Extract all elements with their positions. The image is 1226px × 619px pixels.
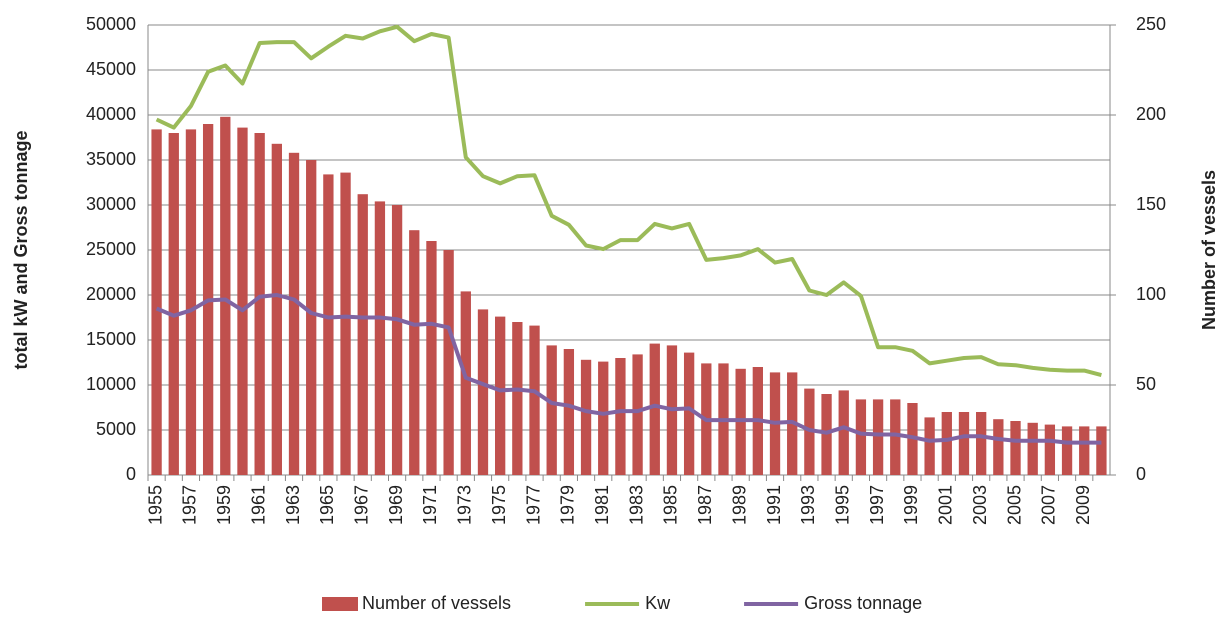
bar — [237, 127, 248, 475]
x-tick-label: 2005 — [1004, 485, 1024, 525]
bar — [924, 417, 935, 475]
x-tick-label: 1955 — [145, 485, 165, 525]
y-tick-label: 35000 — [86, 149, 136, 169]
bar — [168, 133, 179, 475]
x-tick-label: 1963 — [283, 485, 303, 525]
bar — [391, 205, 403, 475]
line — [155, 293, 1102, 445]
y-axis-title: total kW and Gross tonnage — [11, 130, 31, 369]
y-tick-label: 10000 — [86, 374, 136, 394]
y2-tick-label: 200 — [1136, 104, 1166, 124]
x-tick-label: 1989 — [729, 485, 749, 525]
bar — [958, 412, 970, 475]
y-tick-label: 50000 — [86, 14, 136, 34]
x-tick-label: 1977 — [523, 485, 543, 525]
bar — [1010, 421, 1021, 475]
x-tick-label: 1965 — [317, 485, 337, 525]
bar — [546, 345, 557, 475]
x-tick-label: 1993 — [798, 485, 818, 525]
bar — [1061, 426, 1073, 475]
bar — [220, 116, 231, 476]
bar — [838, 390, 849, 475]
bar — [357, 194, 368, 475]
bar — [563, 349, 575, 475]
y-tick-label: 45000 — [86, 59, 136, 79]
y-tick-label: 20000 — [86, 284, 136, 304]
x-tick-label: 1985 — [661, 485, 681, 525]
bar — [976, 412, 987, 475]
bar — [477, 309, 489, 475]
bar — [529, 325, 540, 475]
bar — [254, 133, 265, 475]
x-tick-label: 2009 — [1073, 485, 1093, 525]
x-tick-label: 2007 — [1039, 485, 1059, 525]
legend-label: Gross tonnage — [804, 593, 922, 613]
x-tick-label: 1979 — [558, 485, 578, 525]
x-tick-label: 1959 — [214, 485, 234, 525]
legend-label: Number of vessels — [362, 593, 511, 613]
y-tick-label: 15000 — [86, 329, 136, 349]
y2-tick-label: 0 — [1136, 464, 1146, 484]
x-tick-label: 1967 — [351, 485, 371, 525]
x-tick-label: 2001 — [936, 485, 956, 525]
x-tick-label: 1957 — [180, 485, 200, 525]
y2-tick-label: 150 — [1136, 194, 1166, 214]
bar — [374, 201, 386, 475]
x-tick-label: 1983 — [626, 485, 646, 525]
x-tick-label: 1973 — [455, 485, 475, 525]
y2-axis-title: Number of vessels — [1199, 170, 1219, 330]
line — [155, 24, 1102, 378]
y-tick-label: 30000 — [86, 194, 136, 214]
bar — [306, 160, 317, 475]
bar — [185, 129, 197, 475]
bar — [1027, 422, 1038, 475]
bar — [1079, 426, 1090, 475]
bar — [271, 143, 282, 476]
y-tick-label: 40000 — [86, 104, 136, 124]
bar — [288, 152, 300, 476]
bar — [495, 316, 506, 475]
bar — [941, 412, 952, 475]
bar — [993, 419, 1004, 475]
y2-tick-label: 250 — [1136, 14, 1166, 34]
bar — [615, 358, 626, 475]
bar — [512, 322, 523, 475]
x-tick-label: 1961 — [248, 485, 268, 525]
y-tick-label: 5000 — [96, 419, 136, 439]
x-tick-label: 2003 — [970, 485, 990, 525]
bar — [632, 354, 643, 475]
legend-swatch — [322, 597, 358, 611]
bar — [598, 361, 609, 475]
bar — [683, 352, 695, 475]
x-tick-label: 1991 — [764, 485, 784, 525]
x-tick-label: 1997 — [867, 485, 887, 525]
bar — [340, 172, 351, 475]
x-tick-label: 1987 — [695, 485, 715, 525]
bar — [580, 359, 592, 475]
y-tick-label: 0 — [126, 464, 136, 484]
x-tick-label: 1975 — [489, 485, 509, 525]
bar — [872, 399, 884, 475]
bar — [426, 241, 437, 475]
bar — [855, 399, 867, 475]
bar — [151, 129, 162, 475]
y-tick-label: 25000 — [86, 239, 136, 259]
legend-label: Kw — [645, 593, 671, 613]
x-tick-label: 1981 — [592, 485, 612, 525]
x-tick-label: 1969 — [386, 485, 406, 525]
bar — [443, 250, 454, 475]
bar — [323, 174, 334, 475]
bar — [460, 291, 471, 475]
bar — [1044, 424, 1056, 475]
bar — [890, 399, 901, 475]
x-tick-label: 1995 — [832, 485, 852, 525]
bar — [649, 343, 660, 475]
x-tick-label: 1971 — [420, 485, 440, 525]
bar — [1096, 426, 1107, 475]
y2-tick-label: 100 — [1136, 284, 1166, 304]
y2-tick-label: 50 — [1136, 374, 1156, 394]
x-tick-label: 1999 — [901, 485, 921, 525]
bar — [409, 230, 420, 475]
